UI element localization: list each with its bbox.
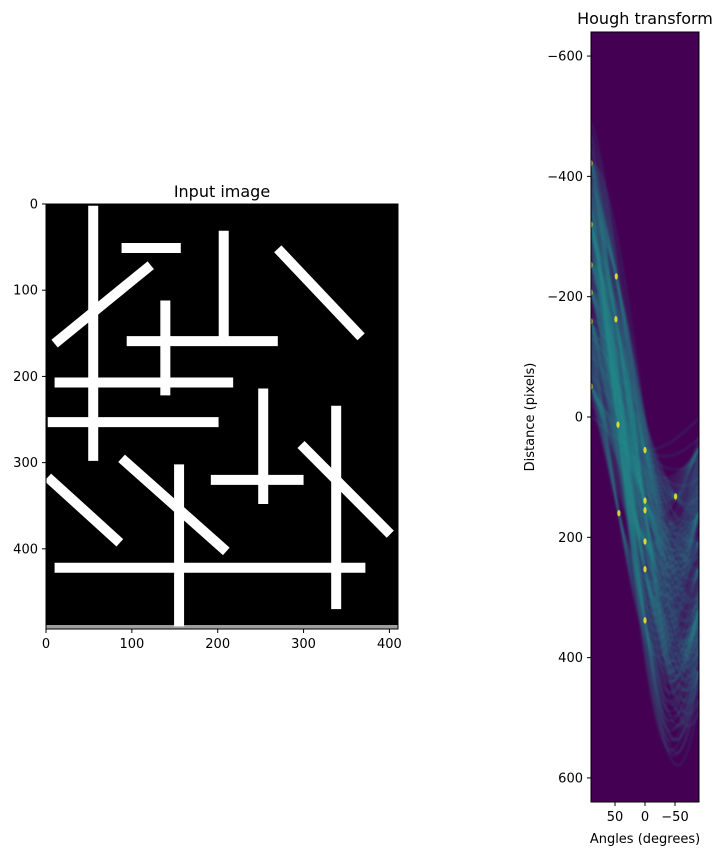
input-line-segment: [118, 454, 230, 556]
hough-sinusoid: [591, 163, 699, 757]
hough-peak: [643, 565, 647, 573]
hough-y-tick-label: 0: [575, 411, 583, 426]
hough-y-tick-label: −400: [547, 170, 583, 185]
hough-sinusoid: [591, 162, 699, 684]
input-line-segment: [44, 473, 124, 547]
y-tick-label: 300: [13, 456, 38, 471]
input-image-panel: Input image 0 100 200 300 400 0 100 200 300 400: [13, 182, 402, 652]
hough-title: Hough transform: [577, 9, 713, 28]
x-tick-label: 200: [205, 637, 230, 652]
y-tick-label: 400: [13, 542, 38, 557]
y-tick-label: 0: [30, 198, 38, 213]
x-tick-label: 100: [119, 637, 144, 652]
hough-peak: [617, 509, 621, 517]
hough-peak: [643, 497, 647, 504]
hough-x-ticks: 50 0 −50: [607, 802, 689, 825]
input-image-y-ticks: 0 100 200 300 400: [13, 198, 46, 557]
input-image-frame: [45, 203, 399, 630]
hough-heatmap: [591, 121, 699, 767]
x-tick-label: 300: [291, 637, 316, 652]
hough-x-tick-label: 50: [607, 810, 624, 825]
input-line-segment: [51, 261, 154, 348]
hough-y-tick-label: −600: [547, 50, 583, 65]
y-tick-label: 200: [13, 370, 38, 385]
hough-peak: [643, 507, 647, 514]
x-tick-label: 400: [377, 637, 402, 652]
hough-x-label: Angles (degrees): [590, 832, 700, 847]
hough-peak: [643, 446, 647, 454]
hough-peak: [643, 538, 647, 545]
hough-y-tick-label: 200: [558, 531, 583, 546]
hough-y-tick-label: 400: [558, 651, 583, 666]
hough-y-tick-label: −200: [547, 290, 583, 305]
hough-y-label: Distance (pixels): [523, 363, 538, 472]
input-line-segment: [297, 440, 394, 538]
input-image-bottom-strip: [46, 625, 398, 629]
x-tick-label: 0: [42, 637, 50, 652]
hough-sinusoid: [591, 162, 699, 678]
hough-x-tick-label: −50: [661, 810, 688, 825]
hough-x-tick-label: 0: [641, 810, 649, 825]
input-image-lines: [44, 205, 394, 627]
hough-peak: [614, 273, 618, 280]
hough-sinusoid: [591, 162, 699, 727]
hough-peak: [673, 493, 678, 500]
input-image-title: Input image: [174, 182, 270, 201]
hough-peak: [614, 316, 618, 323]
hough-sinusoid: [591, 162, 699, 672]
input-line-segment: [274, 245, 365, 341]
hough-y-tick-label: 600: [558, 771, 583, 786]
y-tick-label: 100: [13, 284, 38, 299]
hough-curves: [591, 121, 699, 767]
input-image-x-ticks: 0 100 200 300 400: [42, 629, 402, 652]
hough-panel: Hough transform 50 0 −50 −600 −400 −200 0 200 4…: [523, 9, 713, 847]
hough-y-ticks: −600 −400 −200 0 200 400 600: [547, 50, 591, 786]
hough-peak: [616, 421, 620, 428]
hough-sinusoid: [591, 162, 699, 692]
hough-peak: [643, 617, 647, 624]
hough-sinusoid: [591, 163, 699, 741]
